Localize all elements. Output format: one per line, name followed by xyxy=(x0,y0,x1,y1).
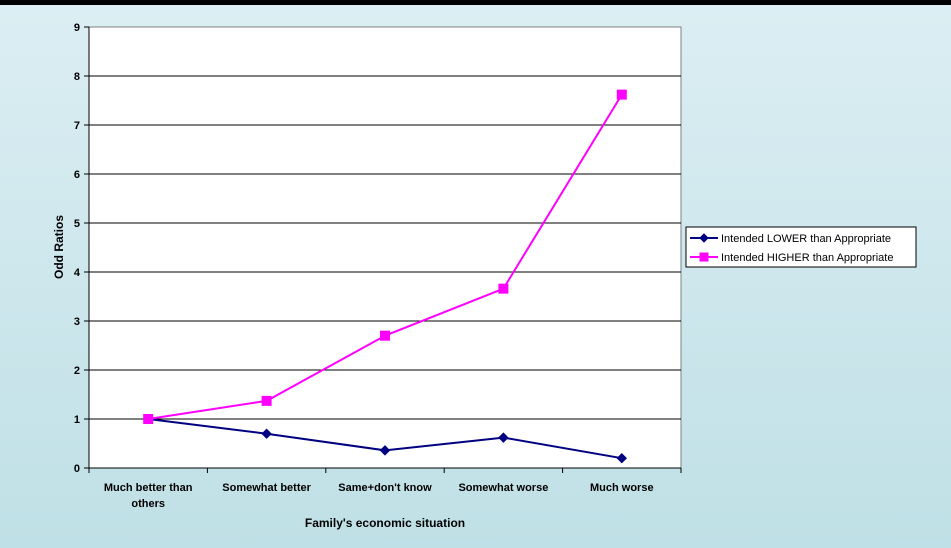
series-2 xyxy=(143,89,627,424)
y-tick-label: 3 xyxy=(74,316,80,328)
x-tick-label: Somewhat better xyxy=(222,482,311,494)
y-tick-label: 8 xyxy=(74,71,80,83)
square-marker xyxy=(616,89,627,100)
diamond-marker xyxy=(379,445,391,456)
y-axis-ticks: 0 1 2 3 4 5 6 7 8 9 xyxy=(74,22,90,475)
x-tick-label: Same+don't know xyxy=(338,482,432,494)
y-tick-label: 9 xyxy=(74,22,80,34)
y-tick-label: 7 xyxy=(74,120,80,132)
plot-area xyxy=(88,26,682,469)
square-marker xyxy=(143,414,154,424)
y-tick-label: 0 xyxy=(74,463,80,475)
square-marker xyxy=(699,252,709,262)
diamond-marker xyxy=(498,432,509,443)
legend-label: Intended LOWER than Appropriate xyxy=(721,233,891,245)
legend-label: Intended HIGHER than Appropriate xyxy=(721,252,893,264)
top-border xyxy=(0,0,951,5)
y-tick-label: 2 xyxy=(74,365,80,377)
diamond-marker xyxy=(699,233,709,243)
y-tick-label: 6 xyxy=(74,169,80,181)
x-axis-title: Family's economic situation xyxy=(305,516,465,530)
x-tick-label: Much worse xyxy=(590,482,654,494)
y-axis-title: Odd Ratios xyxy=(52,215,66,279)
y-tick-label: 1 xyxy=(74,414,80,426)
x-tick-label: Somewhat worse xyxy=(458,482,548,494)
legend-box xyxy=(685,226,917,268)
square-marker xyxy=(380,330,390,341)
series-group xyxy=(142,89,628,464)
gridlines xyxy=(89,75,681,420)
legend: Intended LOWER than Appropriate Intended … xyxy=(685,226,917,268)
diamond-marker xyxy=(261,428,272,439)
x-axis-ticks: Much better than others Somewhat better Sam… xyxy=(88,467,682,510)
square-marker xyxy=(498,283,509,294)
square-marker xyxy=(261,395,272,406)
y-tick-label: 4 xyxy=(74,267,81,279)
x-tick-label: Much better than others xyxy=(104,482,193,510)
diamond-marker xyxy=(616,452,628,464)
y-tick-label: 5 xyxy=(74,218,80,230)
